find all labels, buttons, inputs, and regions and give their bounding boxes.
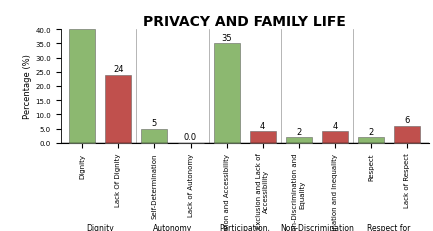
Text: 0.0: 0.0 (184, 133, 197, 142)
Text: 35: 35 (221, 34, 232, 43)
Bar (105, 75, 131, 143)
Text: Respect for
Difference: Respect for Difference (367, 223, 410, 231)
Bar (69, 30, 95, 143)
Text: 6: 6 (404, 116, 410, 125)
Bar (213, 44, 239, 143)
Bar (250, 132, 276, 143)
Text: 2: 2 (296, 127, 301, 136)
Bar (358, 137, 384, 143)
Text: 2: 2 (368, 127, 374, 136)
Y-axis label: Percentage (%): Percentage (%) (23, 54, 32, 119)
Bar (394, 126, 420, 143)
Text: Non-Discrimination
& Equality: Non-Discrimination & Equality (280, 223, 354, 231)
Bar (322, 132, 348, 143)
Text: Autonomy: Autonomy (153, 223, 192, 231)
Text: 4: 4 (260, 122, 265, 131)
Text: 5: 5 (152, 119, 157, 128)
Text: 4: 4 (332, 122, 337, 131)
Title: PRIVACY AND FAMILY LIFE: PRIVACY AND FAMILY LIFE (143, 15, 346, 29)
Bar (142, 129, 168, 143)
Bar (286, 137, 312, 143)
Text: Dignity: Dignity (87, 223, 114, 231)
Text: Participation,
Inclusion &
Accessibility: Participation, Inclusion & Accessibility (219, 223, 270, 231)
Text: 24: 24 (113, 65, 123, 74)
